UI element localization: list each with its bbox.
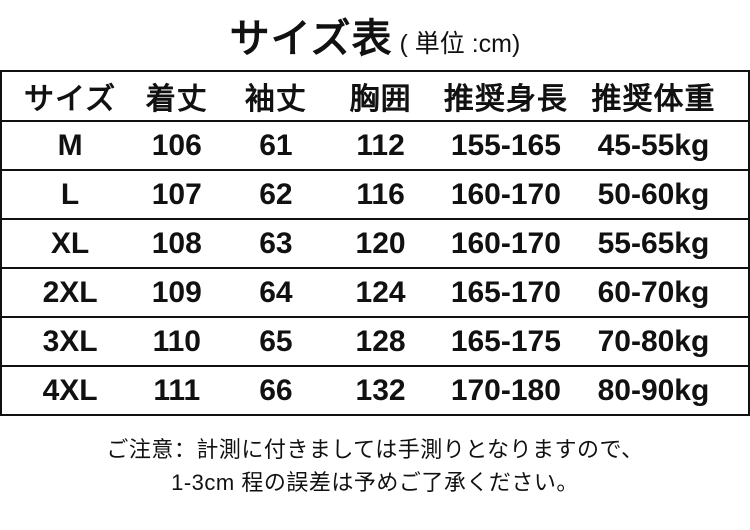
cell-length: 110 [128, 317, 226, 367]
cell-weight: 55-65kg [576, 219, 749, 269]
cell-height: 155-165 [434, 121, 577, 171]
cell-chest: 116 [326, 170, 435, 220]
table-row-m: M 106 61 112 155-165 45-55kg [1, 121, 749, 171]
cell-chest: 120 [326, 219, 435, 269]
cell-height: 170-180 [450, 373, 561, 407]
cell-chest: 124 [326, 268, 435, 318]
cell-sleeve: 62 [225, 170, 327, 220]
col-header-weight: 推奨体重 [576, 71, 749, 122]
col-header-chest: 胸囲 [326, 71, 435, 122]
col-header-sleeve: 袖丈 [225, 71, 327, 122]
cell-chest: 132 [355, 373, 406, 407]
col-header-length: 着丈 [128, 71, 226, 122]
title-unit-label: ( 単位 :cm) [399, 30, 521, 58]
cell-size: L [1, 170, 129, 220]
cell-size: 2XL [1, 268, 129, 318]
cell-size: 3XL [1, 317, 129, 367]
header-row: サイズ 着丈 袖丈 胸囲 推奨身長 推奨体重 [1, 71, 749, 122]
cell-size: XL [1, 219, 129, 269]
table-row-4xl: 4XL 111 66 132 170-180 80-90kg [1, 366, 749, 415]
table-row-2xl: 2XL 109 64 124 165-170 60-70kg [1, 268, 749, 318]
cell-weight: 70-80kg [576, 317, 749, 367]
cell-length: 109 [128, 268, 226, 318]
cell-chest: 128 [326, 317, 435, 367]
table-row-xl: XL 108 63 120 160-170 55-65kg [1, 219, 749, 269]
cell-sleeve: 66 [259, 373, 293, 407]
notice-line-2: 1-3cm 程の誤差は予めご了承ください。 [171, 470, 579, 495]
cell-height: 160-170 [434, 219, 577, 269]
cell-size: M [1, 121, 129, 171]
cell-height: 165-175 [434, 317, 577, 367]
cell-height: 160-170 [434, 170, 577, 220]
cell-length: 106 [128, 121, 226, 171]
title-text: サイズ表 [229, 17, 393, 61]
col-header-size: サイズ [1, 71, 129, 122]
cell-sleeve: 65 [225, 317, 327, 367]
cell-sleeve: 64 [225, 268, 327, 318]
cell-length: 111 [153, 373, 201, 407]
cell-chest: 112 [326, 121, 435, 171]
cell-sleeve: 63 [225, 219, 327, 269]
table-row-3xl: 3XL 110 65 128 165-175 70-80kg [1, 317, 749, 367]
cell-size: 4XL [42, 373, 98, 407]
cell-weight: 80-90kg [597, 373, 710, 407]
table-row-l: L 107 62 116 160-170 50-60kg [1, 170, 749, 220]
col-header-height: 推奨身長 [434, 71, 577, 122]
cell-weight: 45-55kg [576, 121, 749, 171]
page-title: サイズ表( 単位 :cm) [0, 0, 750, 70]
measurement-notice: ご注意：計測に付きましては手測りとなりますので、 1-3cm 程の誤差は予めご了… [0, 433, 750, 499]
size-table: サイズ 着丈 袖丈 胸囲 推奨身長 推奨体重 M 106 61 112 155-… [0, 70, 750, 416]
cell-height: 165-170 [434, 268, 577, 318]
cell-length: 108 [128, 219, 226, 269]
cell-weight: 50-60kg [576, 170, 749, 220]
notice-line-1: ご注意：計測に付きましては手測りとなりますので、 [106, 437, 644, 462]
cell-weight: 60-70kg [576, 268, 749, 318]
cell-sleeve: 61 [225, 121, 327, 171]
cell-length: 107 [128, 170, 226, 220]
